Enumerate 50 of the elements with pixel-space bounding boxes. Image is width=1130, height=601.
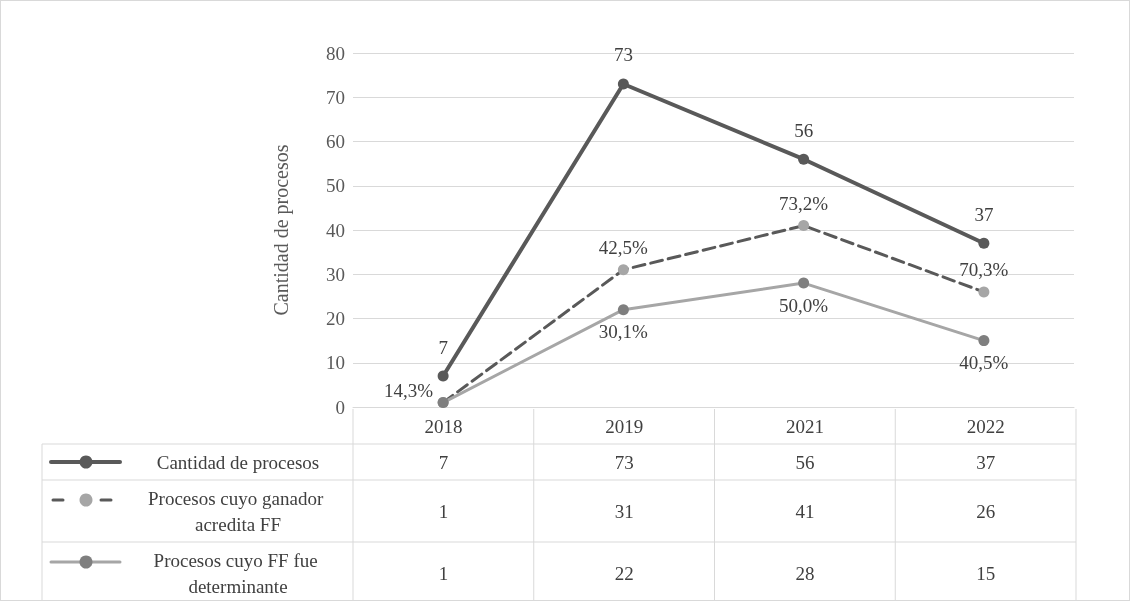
y-tick-label: 20 (326, 308, 345, 329)
annotation: 70,3% (959, 259, 1009, 281)
point (617, 264, 629, 276)
text: 73 (613, 44, 633, 66)
data-label: 31 (614, 500, 634, 522)
legend-label: Procesos cuyo ganador acredita FF (148, 487, 328, 535)
annotation: 42,5% (598, 237, 649, 259)
text: 7 (438, 336, 448, 358)
legend-label: Cantidad de procesos (156, 451, 320, 473)
point (978, 286, 990, 298)
x-tick-label: 2018 (424, 416, 463, 437)
annotation: 40,5% (959, 352, 1009, 374)
y-tick-label: 30 (326, 263, 345, 285)
x-tick-label: 2022 (966, 416, 1005, 437)
y-tick-label: 40 (326, 219, 345, 241)
legend-label: Procesos cuyo FF fue determinante (153, 549, 323, 597)
data-label: 1 (438, 500, 449, 522)
annotation: 73,2% (779, 193, 829, 215)
point (617, 304, 629, 316)
point (437, 370, 449, 382)
data-label: 56 (795, 451, 815, 473)
point (798, 153, 810, 165)
y-tick-label: 10 (326, 352, 345, 374)
y-axis-title: Cantidad de procesos (270, 144, 293, 316)
annotation: 14,3% (384, 380, 434, 402)
y-tick-label: 60 (326, 131, 345, 152)
data-label: 28 (795, 562, 815, 584)
y-tick-label: 50 (326, 175, 345, 197)
y-tick-label: 70 (326, 86, 345, 108)
annotation: 30,1% (598, 321, 649, 343)
point (978, 335, 990, 347)
data-label: 26 (976, 500, 996, 522)
x-tick-label: 2021 (785, 416, 824, 437)
y-tick-label: 0 (335, 396, 345, 418)
point (798, 277, 810, 289)
point (978, 237, 990, 249)
data-label: 37 (976, 451, 996, 473)
data-label: 73 (614, 451, 634, 473)
data-label: 22 (614, 562, 634, 584)
point (798, 220, 810, 232)
text: 37 (974, 203, 994, 225)
annotation: 50,0% (779, 294, 829, 316)
data-label: 7 (438, 451, 449, 473)
data-label: 41 (795, 500, 815, 522)
text: 56 (794, 119, 814, 141)
point (617, 78, 629, 90)
y-tick-label: 80 (326, 42, 345, 64)
data-label: 1 (438, 562, 449, 584)
x-tick-label: 2019 (605, 416, 644, 437)
data-label: 15 (976, 562, 996, 584)
